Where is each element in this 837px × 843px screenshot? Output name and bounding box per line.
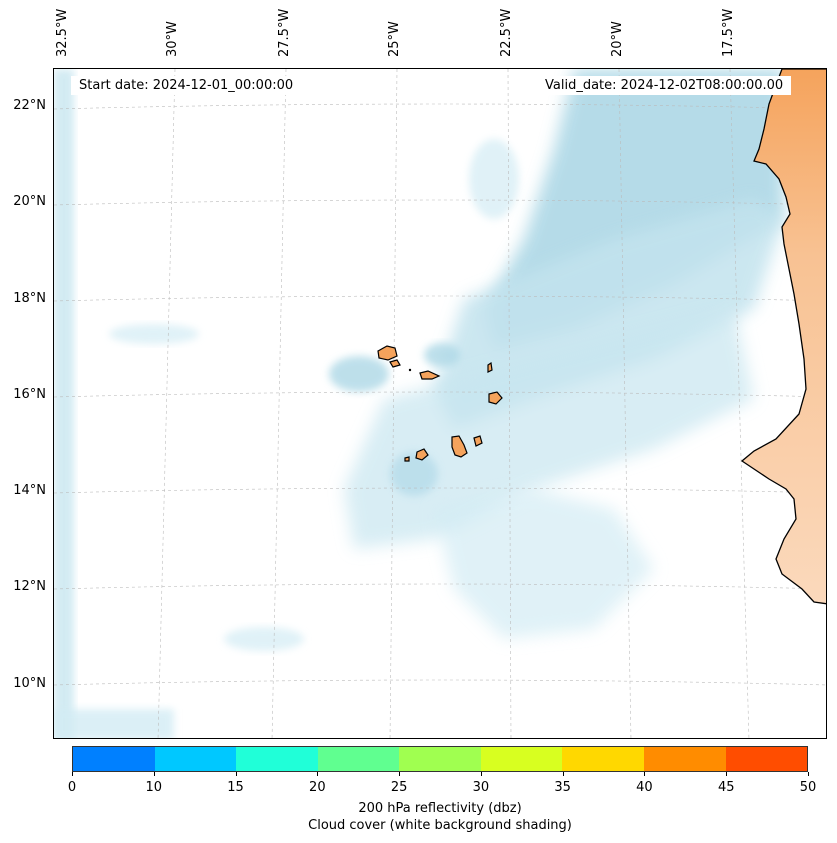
colorbar-tick [480,772,482,776]
colorbar-segment [480,747,563,771]
colorbar-segment [562,747,644,771]
colorbar-tick-label: 30 [472,780,490,795]
lon-label-25w: 25°W [387,21,402,57]
lon-label-20w: 20°W [610,21,625,57]
valid-date-label: Valid_date: 2024-12-02T08:00:00.00 [537,76,792,95]
mainland-africa [740,69,826,605]
reflectivity-colorbar [72,746,808,772]
lat-label-12n: 12°N [13,579,46,594]
colorbar-segment [73,747,155,771]
colorbar-tick [317,772,319,776]
lat-label-14n: 14°N [13,483,46,498]
colorbar-segment [317,747,400,771]
lat-label-10n: 10°N [13,676,46,691]
colorbar-tick-label: 15 [227,780,244,795]
colorbar-tick [562,772,564,776]
lat-label-20n: 20°N [13,194,46,209]
colorbar-segment [399,747,481,771]
map-canvas [54,69,826,738]
lon-label-27-5w: 27.5°W [277,8,292,57]
colorbar-tick [72,772,73,776]
lon-label-30w: 30°W [165,21,180,57]
colorbar-tick-label: 20 [309,780,326,795]
gridlines [54,69,826,738]
lon-label-22-5w: 22.5°W [499,8,514,57]
colorbar-segment [154,747,237,771]
cloud-cover-layer [54,69,784,738]
colorbar-tick-label: 45 [717,780,735,795]
islet-dots [408,368,412,372]
colorbar-tick [808,772,809,776]
colorbar-tick-label: 10 [145,780,163,795]
colorbar-tick [399,772,401,776]
lon-label-32-5w: 32.5°W [55,8,70,57]
cape-verde-islands [377,345,503,462]
colorbar-tick-label: 40 [636,780,653,795]
colorbar-label: 200 hPa reflectivity (dbz) [358,801,522,816]
map-panel [53,68,827,739]
colorbar-tick-label: 25 [390,780,408,795]
colorbar-tick-label: 0 [67,780,77,795]
colorbar-segment [725,747,808,771]
colorbar-tick-label: 35 [554,780,571,795]
colorbar-tick [153,772,155,776]
lat-label-22n: 22°N [13,98,46,113]
colorbar-segment [643,747,726,771]
start-date-label: Start date: 2024-12-01_00:00:00 [71,76,302,95]
colorbar-tick [235,772,237,776]
colorbar-tick-label: 50 [799,780,817,795]
lat-label-18n: 18°N [13,291,46,306]
lon-label-17-5w: 17.5°W [721,8,736,57]
colorbar-tick [644,772,646,776]
lat-label-16n: 16°N [13,387,46,402]
colorbar-segment [236,747,318,771]
colorbar-tick [726,772,728,776]
colorbar-sublabel: Cloud cover (white background shading) [308,818,572,833]
